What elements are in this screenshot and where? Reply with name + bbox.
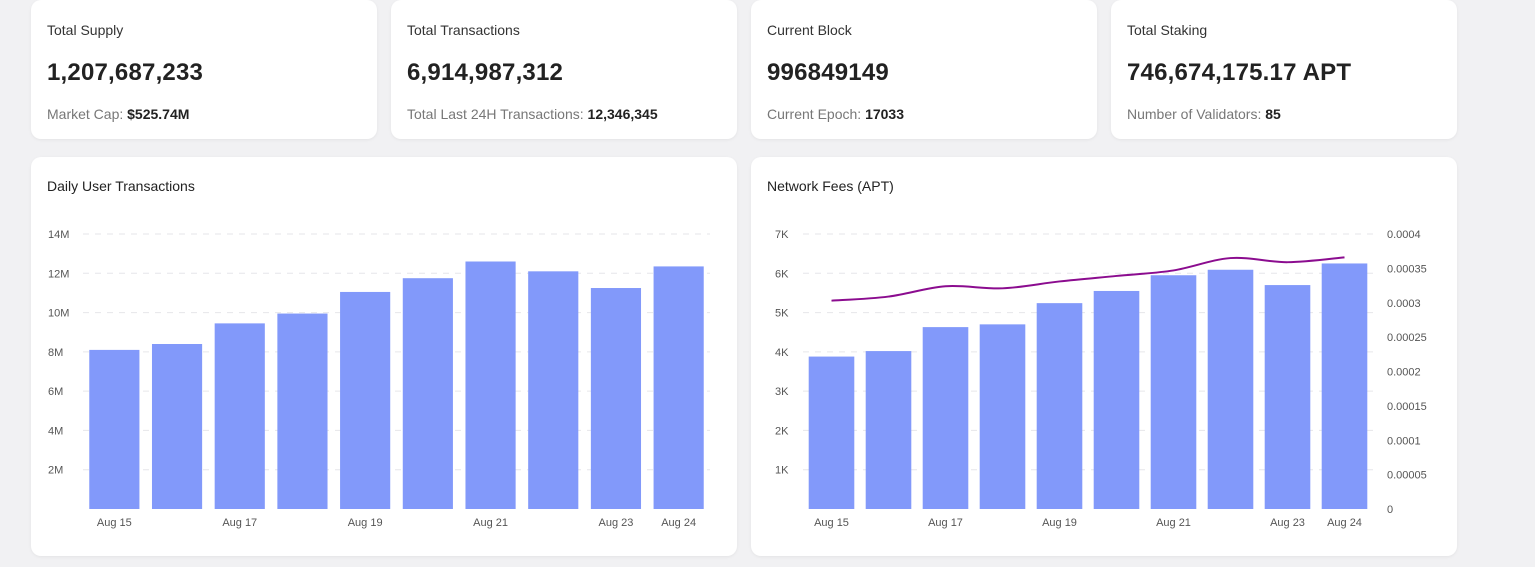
stat-label: Total Transactions [407, 22, 520, 38]
bar [402, 278, 453, 509]
x-tick-label: Aug 15 [814, 517, 849, 529]
stat-sub-label: Number of Validators: [1127, 106, 1262, 122]
y2-tick-label: 0 [1387, 504, 1393, 516]
x-tick-label: Aug 23 [1270, 517, 1305, 529]
y-tick-label: 8M [48, 347, 63, 359]
x-tick-label: Aug 21 [473, 517, 508, 529]
fee-line [831, 256, 1345, 302]
stat-sub-value: 12,346,345 [587, 106, 658, 122]
chart-title: Daily User Transactions [47, 178, 195, 194]
stat-label: Current Block [767, 22, 852, 38]
bar [1150, 275, 1197, 509]
stat-sub: Current Epoch: 17033 [767, 106, 1081, 122]
daily-user-transactions-chart: 2M 4M 6M 8M 10M 12M 14M Aug 15 Aug 17 Aug 19 Aug 2… [48, 229, 710, 529]
bar [590, 288, 642, 509]
stat-sub: Total Last 24H Transactions: 12,346,345 [407, 106, 721, 122]
y-tick-label: 1K [775, 465, 789, 477]
y-tick-label: 12M [48, 268, 69, 280]
stat-card-total-supply: Total Supply 1,207,687,233 Market Cap: $… [31, 0, 377, 139]
stat-sub-value: $525.74M [127, 106, 190, 122]
stat-sub-label: Total Last 24H Transactions: [407, 106, 584, 122]
bar [1321, 263, 1368, 509]
x-tick-label: Aug 24 [1327, 517, 1362, 529]
bar [1264, 285, 1311, 509]
y2-tick-label: 0.00035 [1387, 263, 1427, 275]
stat-sub-label: Market Cap: [47, 106, 124, 122]
y-tick-label: 4K [775, 347, 789, 359]
x-tick-label: Aug 21 [1156, 517, 1191, 529]
bar [340, 291, 391, 509]
y2-tick-label: 0.0002 [1387, 367, 1421, 379]
network-fees-chart: 1K 2K 3K 4K 5K 6K 7K Aug 15 Aug 17 Aug 19 Aug 21 Au… [775, 229, 1427, 529]
y-tick-label: 10M [48, 308, 69, 320]
bar [1207, 269, 1254, 509]
stat-value: 996849149 [767, 59, 889, 86]
y2-tick-label: 0.0004 [1387, 229, 1421, 241]
bar [465, 261, 516, 509]
y-tick-label: 14M [48, 229, 69, 241]
y2-tick-label: 0.00005 [1387, 470, 1427, 482]
bar [528, 271, 579, 509]
bar [922, 327, 969, 509]
x-tick-label: Aug 17 [222, 517, 257, 529]
x-tick-label: Aug 15 [97, 517, 132, 529]
x-tick-label: Aug 19 [348, 517, 383, 529]
stat-sub-label: Current Epoch: [767, 106, 862, 122]
bar [277, 313, 328, 509]
stat-value: 1,207,687,233 [47, 59, 204, 86]
bar [865, 351, 912, 509]
x-tick-label: Aug 24 [661, 517, 696, 529]
y-tick-label: 6M [48, 386, 63, 398]
x-tick-label: Aug 23 [599, 517, 634, 529]
daily-user-transactions-card: Daily User Transactions 2M 4M 6M 8M 10M 12M 14… [31, 157, 737, 556]
stat-card-current-block: Current Block 996849149 Current Epoch: 1… [751, 0, 1097, 139]
y-tick-label: 7K [775, 229, 789, 241]
y2-tick-label: 0.0001 [1387, 435, 1421, 447]
y2-tick-label: 0.00015 [1387, 401, 1427, 413]
stat-sub-value: 17033 [865, 106, 904, 122]
y2-tick-label: 0.0003 [1387, 298, 1421, 310]
stat-card-total-transactions: Total Transactions 6,914,987,312 Total L… [391, 0, 737, 139]
stat-card-total-staking: Total Staking 746,674,175.17 APT Number … [1111, 0, 1457, 139]
bar [979, 324, 1026, 509]
y-tick-label: 4M [48, 425, 63, 437]
stat-sub: Number of Validators: 85 [1127, 106, 1441, 122]
stat-label: Total Supply [47, 22, 124, 38]
bar [214, 323, 265, 509]
y-tick-label: 2M [48, 465, 63, 477]
bar [1093, 290, 1140, 509]
bar [653, 266, 704, 509]
bar [89, 349, 140, 509]
y-tick-label: 2K [775, 425, 789, 437]
y2-tick-label: 0.00025 [1387, 332, 1427, 344]
x-tick-label: Aug 17 [928, 517, 963, 529]
chart-title: Network Fees (APT) [767, 178, 894, 194]
y-tick-label: 3K [775, 386, 789, 398]
stat-value: 6,914,987,312 [407, 59, 564, 86]
stat-value: 746,674,175.17 APT [1127, 59, 1352, 86]
bar [151, 344, 203, 509]
bar [1036, 303, 1083, 509]
stat-label: Total Staking [1127, 22, 1208, 38]
y-tick-label: 5K [775, 308, 789, 320]
y-tick-label: 6K [775, 268, 789, 280]
stat-sub-value: 85 [1265, 106, 1281, 122]
stat-sub: Market Cap: $525.74M [47, 106, 361, 122]
network-fees-card: Network Fees (APT) 1K 2K 3K 4K 5K 6K 7K Aug 15 A… [751, 157, 1457, 556]
bar [808, 356, 855, 509]
x-tick-label: Aug 19 [1042, 517, 1077, 529]
